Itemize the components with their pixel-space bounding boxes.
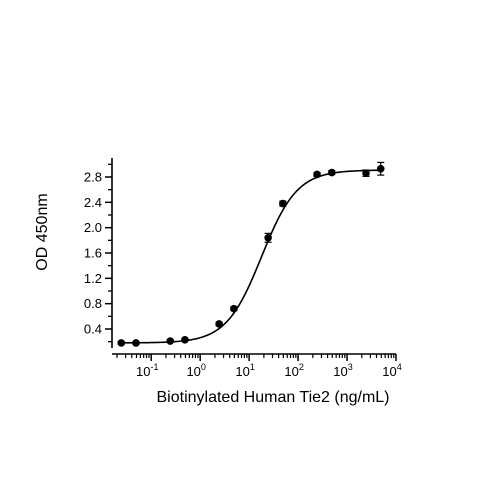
y-tick-label: 2.0: [84, 220, 102, 235]
data-marker: [132, 339, 140, 347]
data-point: [376, 161, 385, 176]
data-point: [230, 304, 238, 313]
data-marker: [215, 320, 223, 328]
y-tick-label: 1.6: [84, 246, 102, 261]
data-point: [215, 320, 223, 328]
data-marker: [279, 199, 287, 208]
x-tick-label: 100: [186, 362, 205, 379]
x-tick-label: 102: [284, 362, 303, 379]
y-axis-title: OD 450nm: [34, 193, 51, 270]
x-tick-label: 101: [235, 362, 254, 379]
data-point: [362, 169, 370, 177]
x-axis: 10-1 100 101 102 103 104: [112, 353, 402, 379]
data-marker: [362, 169, 370, 177]
data-point: [327, 168, 336, 177]
y-tick-label: 0.4: [84, 322, 102, 337]
x-axis-title: Biotinylated Human Tie2 (ng/mL): [157, 389, 390, 406]
y-tick-label: 2.4: [84, 195, 102, 210]
data-marker: [327, 168, 336, 177]
y-tick-label: 0.8: [84, 296, 102, 311]
data-points-layer: [117, 161, 385, 347]
data-point: [313, 170, 321, 179]
x-tick-label: 103: [333, 362, 352, 379]
data-point: [181, 335, 189, 344]
x-tick-label: 10-1: [136, 362, 158, 379]
data-marker: [230, 304, 238, 313]
data-marker: [117, 339, 126, 347]
data-marker: [313, 170, 321, 179]
data-marker: [264, 234, 272, 242]
y-axis: 0.4 0.8 1.2 1.6 2.0 2.4 2.8: [84, 158, 113, 348]
data-marker: [376, 164, 385, 173]
x-tick-label: 104: [382, 362, 401, 379]
fit-curve-layer: [121, 169, 381, 344]
data-marker: [181, 335, 189, 344]
data-point: [117, 339, 126, 347]
data-point: [279, 199, 287, 208]
data-marker: [166, 337, 174, 345]
y-tick-label: 1.2: [84, 271, 102, 286]
data-point: [166, 337, 174, 345]
fit-curve: [121, 169, 381, 344]
y-tick-label: 2.8: [84, 170, 102, 185]
data-point: [132, 339, 140, 347]
data-point: [264, 232, 272, 243]
